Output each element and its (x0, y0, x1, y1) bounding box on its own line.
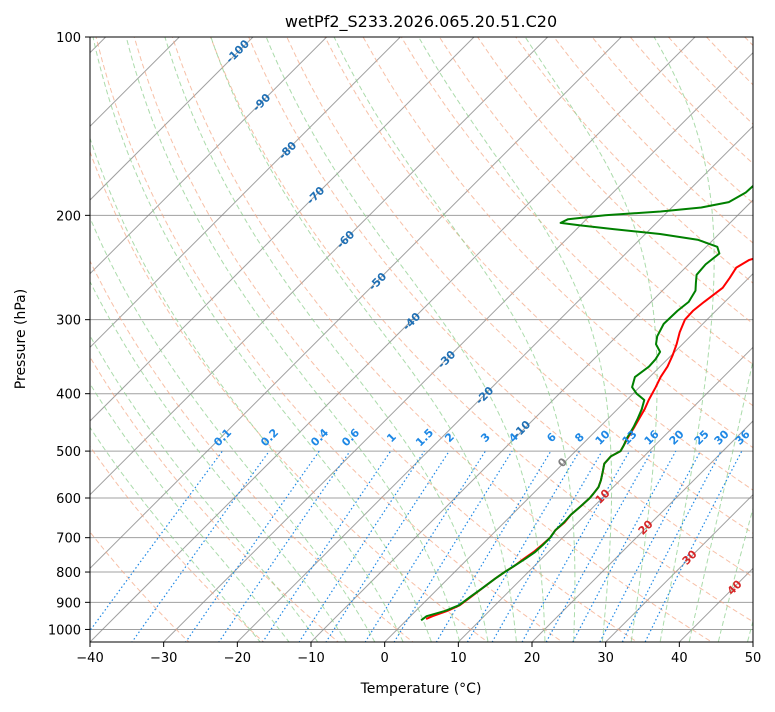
moist-adiabat-line (15, 37, 351, 649)
mixing-ratio-label: 13 (620, 428, 640, 448)
y-tick-label: 600 (56, 492, 81, 507)
dry-adiabat-line (0, 10, 196, 649)
y-tick-label: 100 (56, 31, 81, 46)
isotherm-line (373, 0, 775, 654)
x-tick-label: −20 (224, 651, 251, 666)
y-tick-label: 700 (56, 532, 81, 547)
sounding-profiles (421, 37, 775, 620)
x-tick-label: 30 (597, 651, 614, 666)
moist-adiabat-line (525, 37, 657, 649)
mixing-ratio-label: 16 (642, 427, 662, 447)
moist-adiabat-line (0, 37, 295, 649)
mixing-ratio-label: 6 (544, 430, 559, 445)
dry-adiabat-label: -80 (276, 139, 299, 162)
isotherm-line (0, 0, 295, 654)
dry-adiabat-line (682, 10, 775, 649)
dry-adiabats (0, 10, 775, 649)
y-tick-label: 300 (56, 314, 81, 329)
x-tick-label: −30 (150, 651, 177, 666)
x-axis-ticks: −40 −30 −20 −10 0 10 20 30 40 50 (76, 642, 761, 666)
mixing-ratio-line (390, 451, 512, 649)
isotherm-line (299, 0, 775, 654)
x-tick-label: −10 (297, 651, 324, 666)
mixing-ratio-label: 3 (478, 430, 493, 445)
mixing-ratio-line (543, 451, 652, 649)
x-axis-label: Temperature (°C) (360, 681, 482, 697)
mixing-ratio-label: 0.1 (211, 426, 234, 449)
y-tick-label: 800 (56, 566, 81, 581)
mixing-ratio-label: 1 (384, 430, 399, 445)
plot-area: -100-90-80-70-60-50-40-30-20-10010203040… (0, 0, 775, 654)
chart-title: wetPf2_S233.2026.065.20.51.C20 (285, 12, 557, 32)
dewpoint-profile-line (421, 37, 775, 620)
moist-adiabat-line (688, 37, 775, 649)
isotherm-line (0, 0, 589, 654)
moist-adiabat-label: 40 (725, 577, 745, 597)
y-tick-label: 900 (56, 596, 81, 611)
moist-adiabat-line (38, 37, 378, 649)
isotherm-line (741, 0, 775, 654)
x-tick-label: −40 (76, 651, 103, 666)
mixing-ratio-line (77, 451, 223, 649)
mixing-ratio-label: 0.2 (258, 426, 281, 449)
y-axis-ticks: 100 200 300 400 500 600 700 800 900 1000 (48, 31, 90, 638)
dry-adiabat-line (645, 10, 775, 649)
moist-adiabat-line (211, 37, 517, 649)
dry-adiabat-line (127, 10, 648, 649)
y-tick-label: 1000 (48, 623, 81, 638)
x-tick-label: 40 (671, 651, 688, 666)
mixing-ratio-label: 0.4 (308, 426, 331, 449)
x-tick-label: 10 (450, 651, 467, 666)
moist-adiabat-label: 0 (555, 455, 570, 470)
mixing-ratio-label: 36 (733, 427, 753, 447)
y-tick-label: 500 (56, 445, 81, 460)
mixing-ratio-label: 0.6 (339, 426, 362, 449)
dry-adiabat-label: -50 (366, 270, 389, 293)
x-tick-label: 50 (745, 651, 762, 666)
mixing-ratio-line (181, 451, 319, 649)
mixing-ratio-label: 25 (692, 428, 712, 448)
mixing-ratio-line (295, 451, 425, 649)
mixing-ratio-label: 8 (572, 430, 587, 445)
dry-adiabat-line (0, 10, 272, 649)
dry-adiabat-line (53, 10, 498, 649)
mixing-ratio-label: 2 (442, 430, 457, 445)
y-tick-label: 400 (56, 388, 81, 403)
y-axis-label: Pressure (hPa) (13, 289, 29, 389)
mixing-ratio-line (322, 451, 450, 649)
dry-adiabat-line (312, 10, 775, 649)
moist-adiabat-line (0, 37, 266, 649)
x-tick-label: 20 (524, 651, 541, 666)
mixing-ratio-line (432, 451, 551, 649)
dry-adiabat-label: -40 (400, 310, 423, 333)
dry-adiabat-line (460, 10, 775, 649)
moist-adiabat-line (165, 37, 489, 649)
mixing-ratio-line (569, 451, 676, 649)
dry-adiabat-line (756, 10, 775, 649)
dry-adiabat-line (0, 10, 347, 649)
dry-adiabat-label: -20 (473, 384, 496, 407)
moist-adiabat-line (126, 37, 461, 649)
isotherm-line (4, 0, 663, 654)
mixing-ratio-line (619, 451, 721, 649)
dry-adiabat-line (16, 10, 422, 649)
mixing-ratio-lines (77, 451, 742, 649)
gridlines (0, 0, 775, 654)
mixing-ratio-line (127, 451, 269, 649)
isotherm-line (520, 0, 775, 654)
x-tick-label: 0 (381, 651, 389, 666)
y-tick-label: 200 (56, 209, 81, 224)
moist-adiabats (0, 37, 775, 649)
moist-adiabat-line (419, 37, 612, 649)
dry-adiabat-line (719, 10, 775, 649)
